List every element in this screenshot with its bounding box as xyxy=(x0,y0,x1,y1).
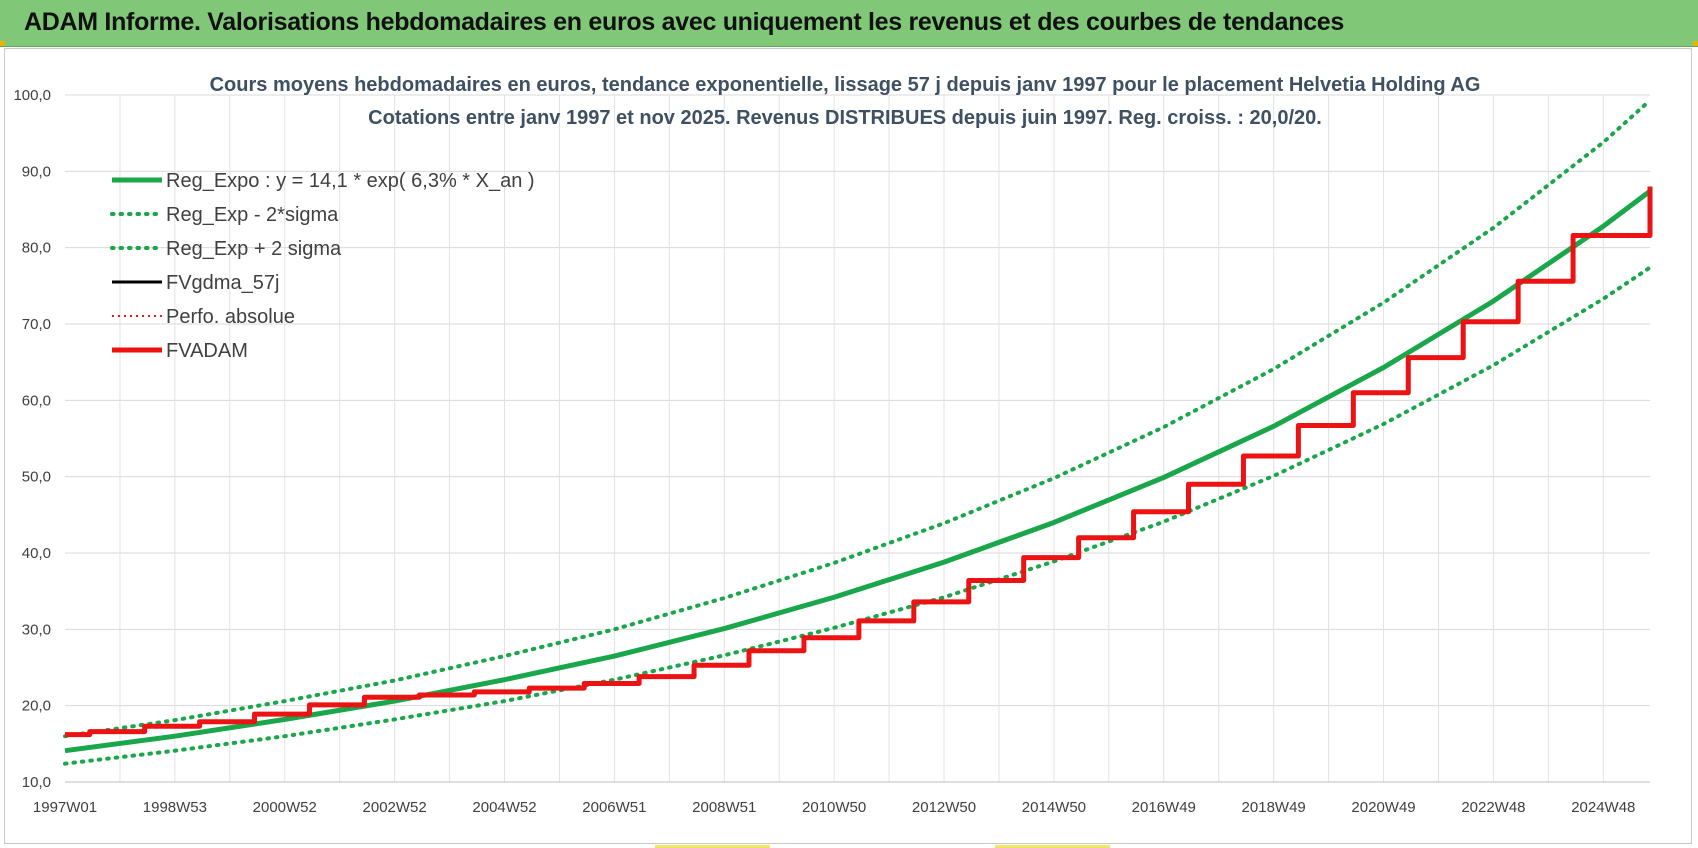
legend-label: Reg_Expo : y = 14,1 * exp( 6,3% * X_an ) xyxy=(166,170,535,192)
report-title: ADAM Informe. Valorisations hebdomadaire… xyxy=(24,8,1345,36)
y-axis-ticks: 10,0 20,0 30,0 40,0 50,0 60,0 70,0 80,0 90,0 100,… xyxy=(13,87,51,791)
x-tick-label: 2000W52 xyxy=(253,799,317,816)
series-line xyxy=(65,186,1652,737)
legend-label: Reg_Exp + 2 sigma xyxy=(166,238,342,260)
y-tick-label: 80,0 xyxy=(22,240,51,257)
x-tick-label: 2002W52 xyxy=(363,799,427,816)
x-tick-label: 1998W53 xyxy=(143,799,207,816)
x-tick-label: 2014W50 xyxy=(1022,799,1086,816)
header-banner: ADAM Informe. Valorisations hebdomadaire… xyxy=(0,0,1698,47)
x-tick-label: 2010W50 xyxy=(802,799,866,816)
legend-label: FVgdma_57j xyxy=(166,272,279,294)
y-tick-label: 100,0 xyxy=(13,87,51,104)
corner-marker-left xyxy=(0,41,5,46)
x-tick-label: 2004W52 xyxy=(472,799,536,816)
series-line xyxy=(63,98,1652,739)
legend: Reg_Expo : y = 14,1 * exp( 6,3% * X_an )… xyxy=(110,170,535,362)
chart-frame xyxy=(4,48,1692,844)
x-tick-label: 2008W51 xyxy=(692,799,756,816)
x-axis-ticks: 1997W01 1998W53 2000W52 2002W52 2004W52 2006W… xyxy=(33,799,1636,816)
series-lines xyxy=(63,98,1653,766)
legend-label: Perfo. absolue xyxy=(166,306,295,328)
y-tick-label: 30,0 xyxy=(22,621,51,638)
series-line xyxy=(64,189,1652,754)
x-tick-label: 2022W48 xyxy=(1461,799,1525,816)
series-line xyxy=(65,186,1651,736)
bottom-strip-right xyxy=(995,845,1110,848)
x-tick-label: 2016W49 xyxy=(1132,799,1196,816)
x-tick-label: 2006W51 xyxy=(582,799,646,816)
series-line xyxy=(65,186,1653,738)
x-tick-label: 1997W01 xyxy=(33,799,97,816)
y-tick-label: 70,0 xyxy=(22,316,51,333)
y-tick-label: 40,0 xyxy=(22,545,51,562)
x-tick-label: 2020W49 xyxy=(1351,799,1415,816)
x-tick-label: 2024W48 xyxy=(1571,799,1635,816)
y-tick-label: 10,0 xyxy=(22,774,51,791)
corner-marker-right xyxy=(1693,41,1698,46)
series-line xyxy=(63,265,1652,766)
legend-label: FVADAM xyxy=(166,340,248,362)
grid-lines xyxy=(65,94,1650,783)
bottom-strip-left xyxy=(655,845,770,848)
y-tick-label: 20,0 xyxy=(22,698,51,715)
x-tick-label: 2018W49 xyxy=(1242,799,1306,816)
y-tick-label: 60,0 xyxy=(22,392,51,409)
chart-subtitle: Cotations entre janv 1997 et nov 2025. R… xyxy=(368,107,1322,129)
y-tick-label: 50,0 xyxy=(22,469,51,486)
y-tick-label: 90,0 xyxy=(22,163,51,180)
chart-title: Cours moyens hebdomadaires en euros, ten… xyxy=(210,74,1481,96)
x-tick-label: 2012W50 xyxy=(912,799,976,816)
legend-label: Reg_Exp - 2*sigma xyxy=(166,204,339,226)
